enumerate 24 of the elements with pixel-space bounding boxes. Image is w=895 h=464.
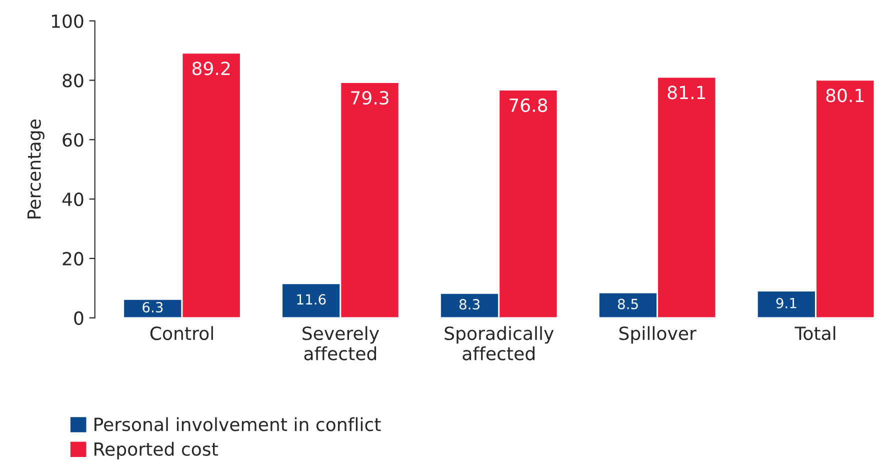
y-tick-label: 100 — [52, 14, 84, 28]
y-tick-label: 80 — [62, 74, 84, 88]
x-tick-label: Severely affected — [302, 326, 380, 360]
data-label: 81.1 — [668, 86, 706, 100]
x-tick-label: Spillover — [619, 326, 696, 344]
data-label: 8.5 — [618, 298, 638, 310]
legend-label: Reported cost — [94, 442, 218, 460]
y-tick-label: 20 — [62, 252, 84, 266]
data-label: 79.3 — [351, 91, 388, 105]
data-label: 8.3 — [459, 299, 480, 310]
data-label: 9.1 — [776, 298, 796, 308]
y-tick-label: 40 — [62, 192, 84, 206]
y-axis-title: Percentage — [28, 120, 44, 218]
data-label: 89.2 — [192, 62, 230, 76]
data-label: 11.6 — [297, 294, 326, 305]
data-label: 6.3 — [142, 302, 163, 313]
y-tick-label: 0 — [74, 311, 84, 325]
x-tick-label: Control — [150, 326, 213, 340]
data-label: 76.8 — [510, 98, 548, 112]
legend-label: Personal involvement in conflict — [94, 417, 381, 432]
y-tick-label: 60 — [62, 133, 84, 147]
x-tick-label: Total — [794, 326, 836, 340]
x-tick-label: Sporadically affected — [444, 326, 554, 360]
data-label: 80.1 — [826, 88, 864, 102]
